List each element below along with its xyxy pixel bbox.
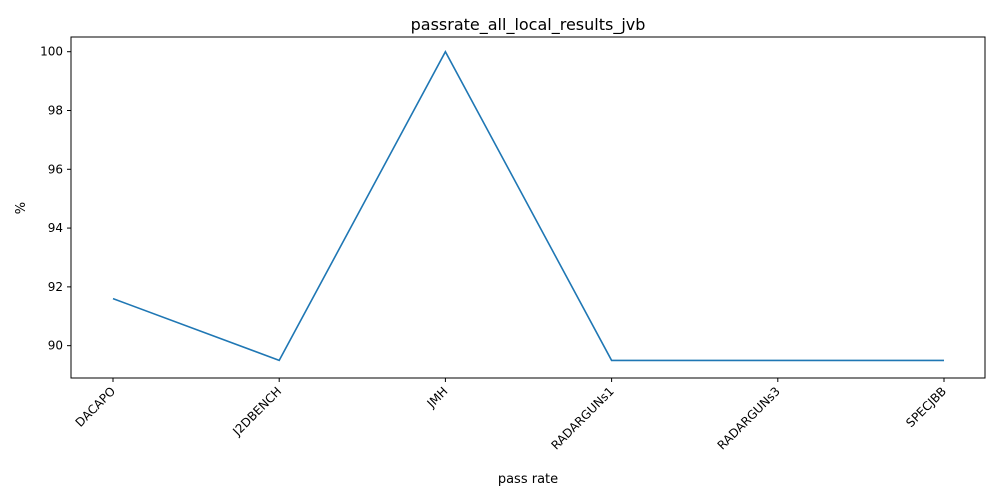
- x-tick-label-specjbb: SPECJBB: [903, 384, 949, 430]
- series-line-0: [112, 50, 944, 362]
- y-tick-label-90: 90: [48, 339, 63, 353]
- y-tick-label-96: 96: [48, 162, 63, 176]
- y-tick-label-92: 92: [48, 280, 63, 294]
- x-axis-label: pass rate: [498, 472, 558, 487]
- x-tick-label-radarguns3: RADARGUNs3: [715, 384, 783, 452]
- chart-title: passrate_all_local_results_jvb: [411, 15, 646, 35]
- y-tick-label-94: 94: [48, 221, 63, 235]
- x-tick-label-j2dbench: J2DBENCH: [229, 384, 284, 439]
- axes-frame: [70, 36, 986, 379]
- x-tick-label-jmh: JMH: [424, 384, 451, 411]
- plot-area: 90 92 94 96 98 100 DACAPO J2DBENCH JMH RADARGUNs1…: [40, 36, 986, 453]
- x-tick-label-dacapo: DACAPO: [73, 384, 118, 429]
- x-tick-label-radarguns1: RADARGUNs1: [548, 384, 616, 452]
- y-tick-label-100: 100: [40, 45, 63, 59]
- y-tick-label-98: 98: [48, 103, 63, 117]
- y-axis-label: %: [14, 202, 29, 214]
